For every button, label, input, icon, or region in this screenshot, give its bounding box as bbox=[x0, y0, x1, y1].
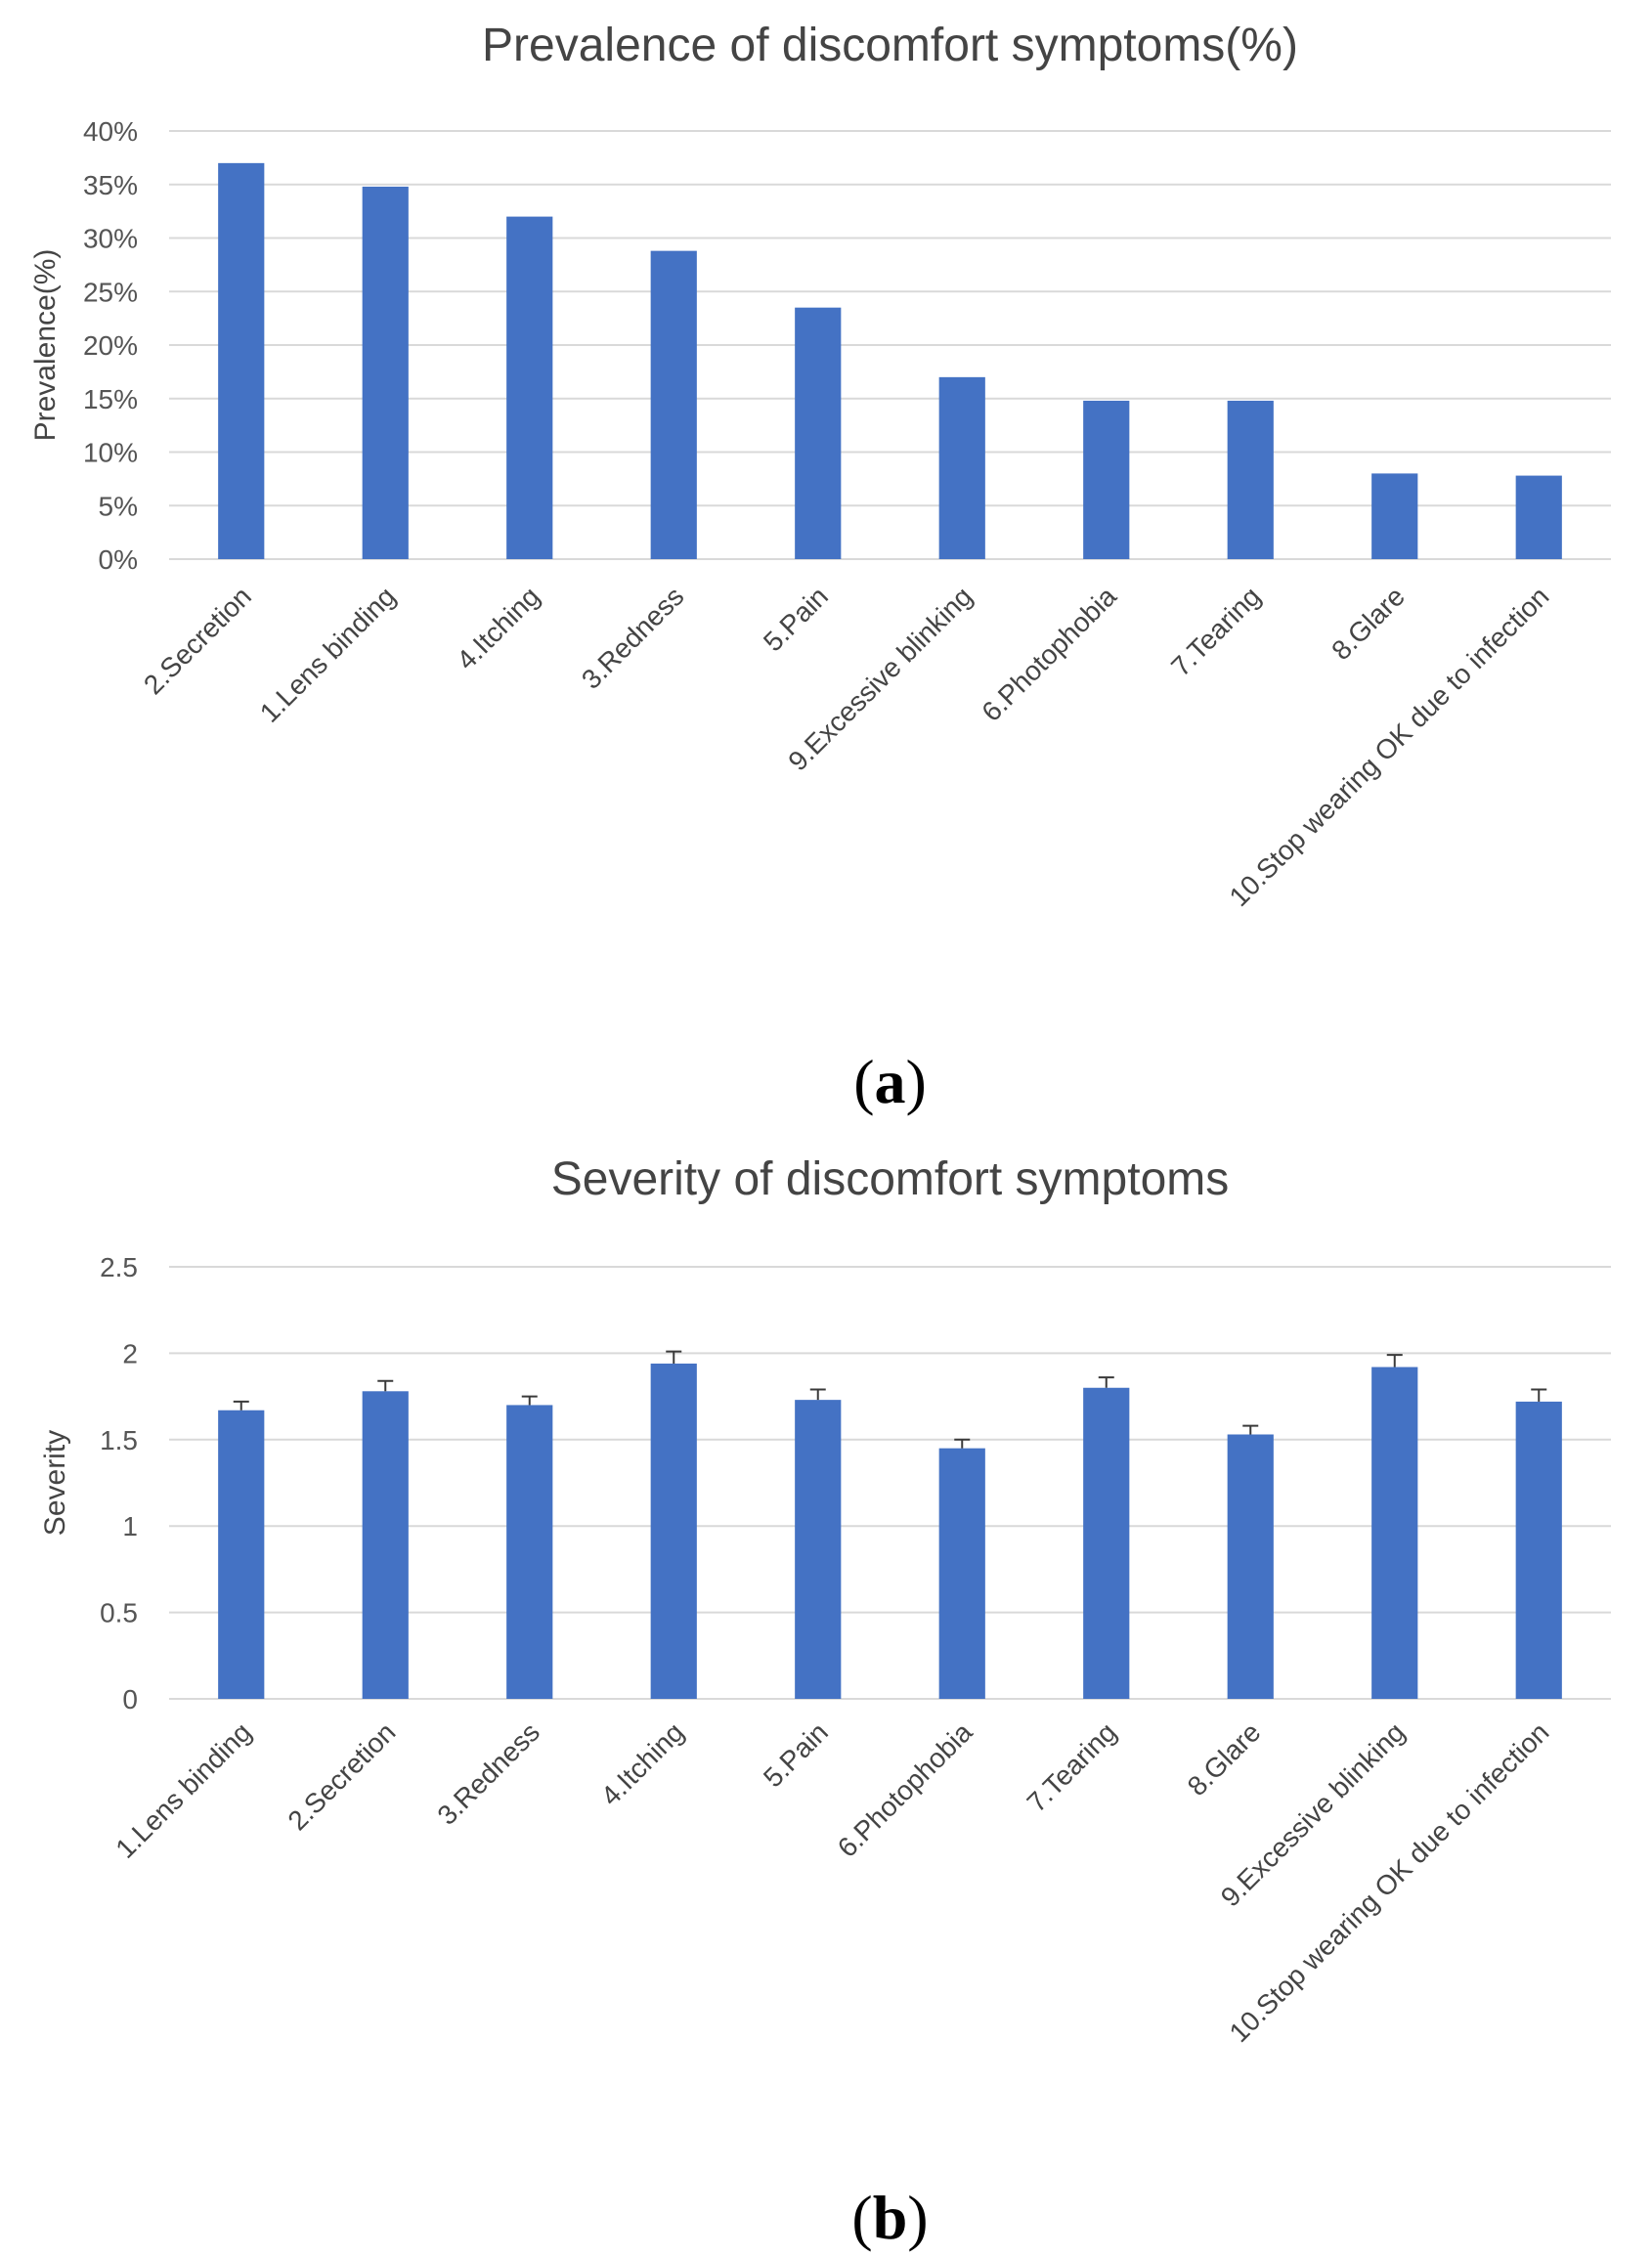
bar bbox=[795, 1400, 842, 1699]
severity-chart: Severity of discomfort symptoms 0 0.5 1 1.5 2… bbox=[39, 1153, 1611, 2252]
y-axis-title: Severity bbox=[39, 1430, 71, 1536]
category-label: 2.Secretion bbox=[282, 1716, 401, 1836]
bar bbox=[362, 1391, 409, 1699]
category-label: 4.Itching bbox=[451, 581, 545, 675]
y-tick-label: 15% bbox=[83, 384, 138, 414]
bar bbox=[1083, 1387, 1130, 1699]
category-label: 5.Pain bbox=[758, 581, 834, 657]
bar bbox=[506, 216, 553, 559]
y-tick-label: 10% bbox=[83, 438, 138, 468]
bar bbox=[362, 186, 409, 559]
y-axis-title: Prevalence(%) bbox=[29, 249, 62, 442]
panel-label-letter: b bbox=[873, 2183, 908, 2252]
bar bbox=[1083, 400, 1130, 559]
category-label: 6.Photophobia bbox=[832, 1716, 978, 1863]
bar bbox=[938, 1448, 985, 1699]
category-label: 5.Pain bbox=[758, 1716, 834, 1793]
bar bbox=[218, 1410, 265, 1699]
y-tick-label: 0.5 bbox=[100, 1598, 138, 1628]
y-tick-label: 5% bbox=[99, 491, 138, 521]
category-label: 1.Lens binding bbox=[254, 581, 402, 728]
chart-title: Prevalence of discomfort symptoms(%) bbox=[482, 20, 1298, 71]
bar bbox=[218, 162, 265, 559]
category-label: 3.Redness bbox=[576, 581, 690, 695]
chart-title: Severity of discomfort symptoms bbox=[551, 1153, 1230, 1205]
bar bbox=[1371, 473, 1418, 559]
category-label: 6.Photophobia bbox=[976, 581, 1122, 727]
panel-label-close: ) bbox=[907, 2183, 928, 2252]
bar bbox=[795, 307, 842, 559]
category-label: 4.Itching bbox=[595, 1716, 690, 1811]
panel-label: (b) bbox=[851, 2183, 928, 2252]
category-label: 2.Secretion bbox=[138, 581, 257, 700]
y-tick-label: 1.5 bbox=[100, 1425, 138, 1455]
bar bbox=[1515, 475, 1562, 559]
category-label: 7.Tearing bbox=[1022, 1716, 1122, 1817]
panel-label-letter: a bbox=[875, 1047, 906, 1116]
panel-label-open: ( bbox=[851, 2183, 872, 2252]
category-label: 7.Tearing bbox=[1165, 581, 1266, 681]
bar bbox=[650, 250, 697, 559]
y-tick-label: 1 bbox=[122, 1511, 138, 1541]
bar bbox=[1371, 1367, 1418, 1699]
bar bbox=[1227, 400, 1274, 559]
bar bbox=[938, 376, 985, 559]
y-tick-label: 2.5 bbox=[100, 1252, 138, 1282]
y-tick-label: 20% bbox=[83, 330, 138, 361]
y-tick-label: 0% bbox=[99, 544, 138, 575]
y-tick-label: 2 bbox=[122, 1338, 138, 1368]
category-label: 8.Glare bbox=[1326, 581, 1411, 666]
y-tick-label: 0 bbox=[122, 1684, 138, 1714]
bar bbox=[506, 1405, 553, 1699]
category-label: 10.Stop wearing OK due to infection bbox=[1224, 1716, 1555, 2048]
prevalence-chart: Prevalence of discomfort symptoms(%) 0% 5%… bbox=[29, 20, 1611, 1116]
category-label: 1.Lens binding bbox=[109, 1716, 257, 1864]
category-label: 3.Redness bbox=[431, 1716, 545, 1831]
bar bbox=[650, 1364, 697, 1699]
category-label: 10.Stop wearing OK due to infection bbox=[1224, 581, 1555, 912]
y-tick-label: 35% bbox=[83, 170, 138, 200]
y-tick-label: 40% bbox=[83, 116, 138, 147]
bar bbox=[1515, 1401, 1562, 1699]
panel-label-open: ( bbox=[853, 1047, 874, 1116]
y-tick-label: 30% bbox=[83, 224, 138, 254]
bar bbox=[1227, 1434, 1274, 1699]
category-label: 8.Glare bbox=[1182, 1716, 1267, 1801]
y-tick-label: 25% bbox=[83, 277, 138, 307]
panel-label: (a) bbox=[853, 1047, 927, 1116]
panel-label-close: ) bbox=[906, 1047, 927, 1116]
